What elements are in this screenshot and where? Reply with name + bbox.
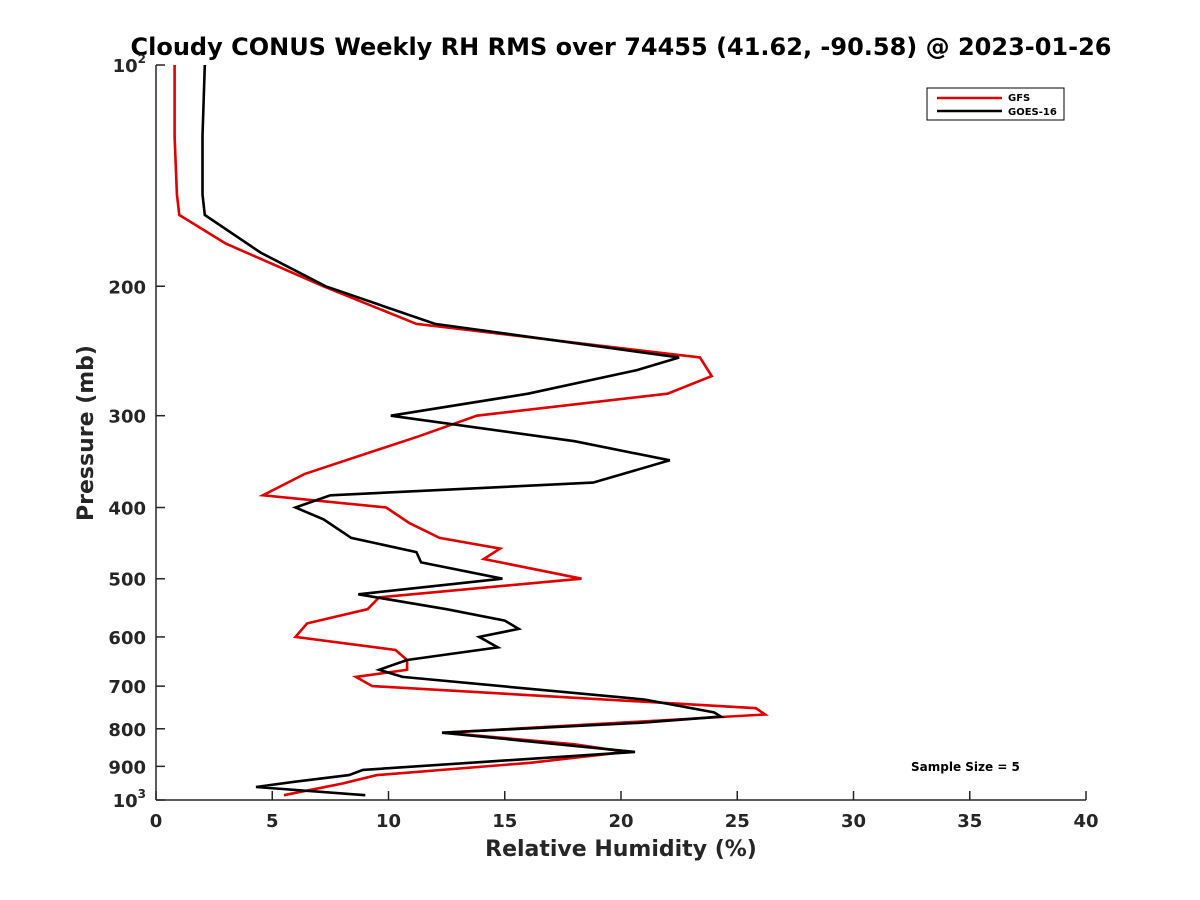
y-tick-label: 102 [113,52,146,77]
y-tick-label-base: 200 [108,277,146,298]
y-tick-label: 600 [108,628,146,649]
y-tick-label-base: 400 [108,499,146,520]
y-tick-label-base: 900 [108,757,146,778]
y-tick-label: 900 [108,757,146,778]
x-tick-label: 25 [725,811,750,832]
x-tick-label: 5 [266,811,279,832]
chart-title: Cloudy CONUS Weekly RH RMS over 74455 (4… [131,33,1112,61]
y-tick-label-base: 10 [113,56,138,77]
series-line-goes-16 [201,64,726,797]
y-tick-label: 200 [108,277,146,298]
x-axis-ticks: 0 5 10 15 20 25 30 35 40 [150,791,1099,832]
legend: GFS GOES-16 [926,87,1065,121]
x-tick-label: 30 [841,811,866,832]
plot-frame [155,65,1086,801]
y-axis-label: Pressure (mb) [74,345,99,521]
y-tick-label-exponent: 3 [138,787,146,801]
x-tick-label: 40 [1073,811,1098,832]
x-tick-label: 35 [957,811,982,832]
x-tick-label: 10 [376,811,401,832]
y-tick-label-base: 600 [108,628,146,649]
legend-label-goes16: GOES-16 [1008,107,1057,118]
x-axis-label: Relative Humidity (%) [485,837,757,862]
y-tick-label: 400 [108,499,146,520]
y-tick-label-base: 300 [108,407,146,428]
y-tick-label-base: 10 [113,791,138,812]
series-layer [173,64,769,797]
y-tick-label-base: 800 [108,720,146,741]
y-tick-label: 700 [108,677,146,698]
y-tick-label-base: 500 [108,570,146,591]
x-tick-label: 15 [492,811,517,832]
y-tick-label-base: 700 [108,677,146,698]
x-tick-label: 0 [150,811,163,832]
y-tick-label: 800 [108,720,146,741]
y-tick-label: 500 [108,570,146,591]
legend-label-gfs: GFS [1008,93,1030,104]
legend-box [926,87,1065,121]
y-tick-label: 300 [108,407,146,428]
y-tick-label-exponent: 2 [138,52,146,66]
series-line-gfs [173,65,769,797]
y-tick-label: 103 [113,787,146,812]
sample-size-annotation: Sample Size = 5 [911,760,1020,774]
x-tick-label: 20 [608,811,633,832]
